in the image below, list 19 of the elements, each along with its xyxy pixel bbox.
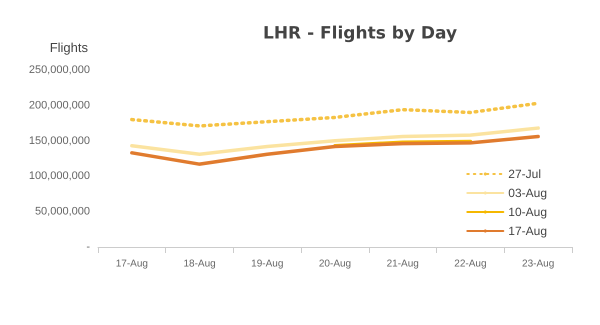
y-tick-label: 150,000,000: [28, 134, 90, 147]
legend-label: 27-Jul: [508, 167, 541, 181]
x-tick-label: 20-Aug: [318, 258, 352, 270]
legend-label: 17-Aug: [508, 224, 548, 238]
x-tick-label: 19-Aug: [251, 258, 284, 270]
y-tick-label: 50,000,000: [34, 206, 90, 218]
y-axis-title: Flights: [50, 40, 88, 55]
chart-title: LHR - Flights by Day: [263, 24, 458, 44]
x-tick-label: 18-Aug: [183, 258, 216, 270]
x-tick-label: 21-Aug: [386, 258, 419, 270]
y-tick-label: 100,000,000: [28, 170, 90, 182]
y-tick-label: -: [86, 241, 90, 253]
x-tick-label: 23-Aug: [522, 258, 554, 270]
y-tick-label: 200,000,000: [28, 99, 90, 112]
x-tick-label: 17-Aug: [116, 258, 148, 270]
y-tick-label: 250,000,000: [28, 64, 90, 76]
legend-label: 10-Aug: [508, 205, 548, 219]
x-tick-label: 22-Aug: [454, 258, 487, 270]
legend-label: 03-Aug: [508, 186, 548, 200]
